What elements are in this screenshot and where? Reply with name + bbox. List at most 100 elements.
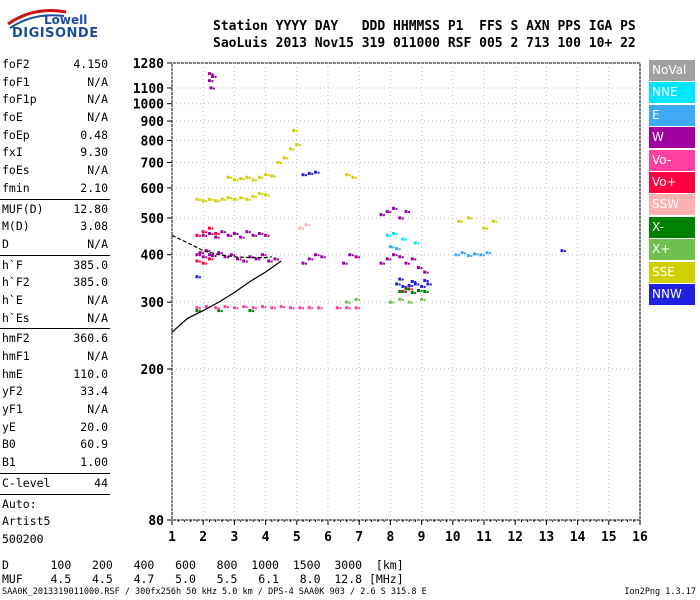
- data-point: [307, 257, 311, 261]
- data-point: [257, 231, 261, 235]
- data-point: [220, 252, 223, 255]
- param-row: fmin 2.10: [0, 180, 110, 198]
- legend-item: E: [649, 104, 695, 126]
- data-point: [401, 284, 405, 288]
- param-row: M(D) 3.08: [0, 218, 110, 236]
- data-point: [354, 297, 358, 301]
- data-point: [295, 129, 298, 132]
- table-cell: 12.8: [327, 572, 369, 586]
- table-cell: 4.5: [78, 572, 120, 586]
- data-point: [401, 256, 404, 259]
- legend-item: SSW: [649, 194, 695, 216]
- data-point: [404, 261, 408, 265]
- data-point: [289, 147, 293, 151]
- data-point: [298, 306, 302, 310]
- data-point: [245, 197, 249, 201]
- data-point: [308, 224, 311, 227]
- data-point: [236, 307, 239, 310]
- data-point: [298, 226, 302, 230]
- data-point: [385, 209, 389, 213]
- data-point: [560, 249, 564, 253]
- data-point: [220, 310, 223, 313]
- legend-item: Vo+: [649, 171, 695, 193]
- data-point: [232, 306, 236, 310]
- data-point: [195, 309, 199, 313]
- table-cell: 8.0: [285, 572, 328, 586]
- data-point: [389, 210, 392, 213]
- data-point: [383, 262, 386, 265]
- param-row: foEp 0.48: [0, 127, 110, 145]
- data-point: [229, 253, 233, 257]
- data-point: [205, 200, 208, 203]
- param-row: h`Es N/A: [0, 310, 110, 328]
- data-point: [305, 174, 308, 177]
- data-point: [273, 307, 276, 310]
- data-point: [211, 73, 214, 76]
- param-row: foF1 N/A: [0, 74, 110, 92]
- data-point: [482, 254, 485, 257]
- y-tick-label: 400: [141, 249, 165, 264]
- data-point: [457, 254, 460, 257]
- data-point: [211, 74, 215, 78]
- muf-distance-table: D 100 200 400 600 800 1000 1500 3000 [km…: [2, 558, 411, 586]
- data-point: [242, 178, 245, 181]
- data-point: [379, 213, 383, 217]
- data-point: [489, 252, 492, 255]
- data-point: [198, 234, 201, 237]
- data-point: [220, 230, 224, 234]
- data-point: [289, 306, 293, 310]
- param-value: 4.150: [73, 57, 108, 71]
- autoscale-info: Artist5: [2, 514, 51, 529]
- param-row: B1 1.00: [0, 454, 110, 472]
- data-point: [358, 256, 361, 259]
- table-cell: 200: [78, 558, 120, 572]
- data-point: [345, 173, 349, 177]
- logo-swoosh-icon: [7, 9, 67, 29]
- data-point: [317, 306, 321, 310]
- data-point: [239, 235, 243, 239]
- y-tick-label: 700: [141, 156, 165, 171]
- x-tick-label: 16: [632, 530, 648, 545]
- data-point: [413, 241, 417, 245]
- param-name: h`E: [2, 292, 23, 307]
- data-point: [276, 258, 279, 261]
- data-point: [466, 216, 470, 220]
- data-point: [301, 227, 304, 230]
- data-point: [411, 284, 414, 287]
- data-point: [217, 200, 220, 203]
- param-value: N/A: [87, 236, 108, 251]
- data-point: [198, 276, 201, 279]
- data-point: [267, 234, 270, 237]
- table-cell: [km]: [369, 558, 411, 572]
- data-point: [401, 237, 405, 241]
- data-point: [408, 210, 410, 213]
- param-divider: [0, 493, 110, 495]
- table-cell: 400: [119, 558, 162, 572]
- param-divider: [0, 254, 110, 256]
- param-name: foEs: [2, 163, 30, 178]
- data-point: [460, 251, 464, 255]
- data-point: [358, 307, 361, 310]
- data-point: [423, 290, 427, 293]
- data-point: [201, 199, 205, 203]
- data-point: [201, 233, 205, 237]
- param-value: N/A: [87, 110, 108, 125]
- header-label: Station: [213, 19, 276, 34]
- legend-item: Vo-: [649, 149, 695, 171]
- data-point: [423, 270, 427, 274]
- data-point: [466, 254, 470, 258]
- data-point: [407, 283, 411, 287]
- data-point: [411, 301, 414, 304]
- data-point: [564, 250, 566, 253]
- data-point: [486, 227, 488, 230]
- legend-item: X+: [649, 239, 695, 261]
- header-value: 100: [557, 36, 589, 51]
- param-name: fxI: [2, 145, 23, 160]
- data-point: [248, 255, 252, 259]
- param-value: N/A: [87, 292, 108, 307]
- data-point: [416, 266, 420, 270]
- data-point: [245, 230, 249, 234]
- data-point: [429, 283, 432, 286]
- data-point: [248, 198, 251, 201]
- footer-version: Ion2Png 1.3.17: [624, 587, 696, 597]
